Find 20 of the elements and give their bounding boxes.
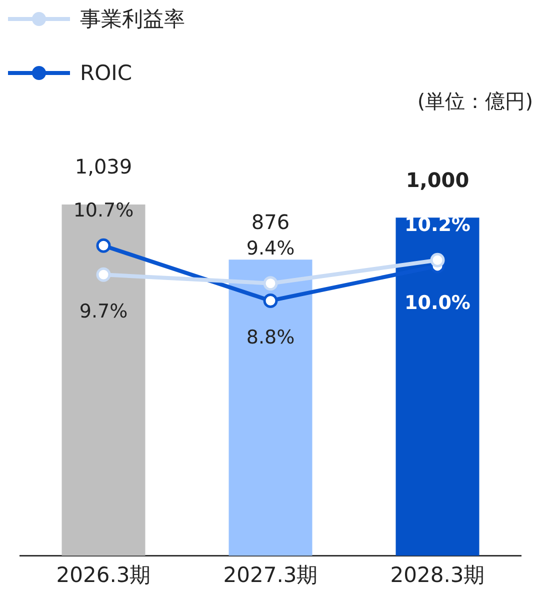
data-label: 8.8% [246, 326, 295, 349]
point [263, 276, 278, 291]
point [263, 293, 278, 308]
point [96, 238, 111, 253]
data-label: 9.4% [246, 237, 295, 260]
text: (単位：億円) [417, 88, 533, 115]
x-tick-label: 2027.3期 [223, 562, 318, 587]
data-label: 9.7% [79, 300, 128, 323]
data-label: 1,000 [406, 168, 470, 192]
data-label: 10.2% [404, 214, 470, 236]
data-label: 10.7% [73, 200, 134, 222]
point [96, 267, 111, 282]
x-tick-label: 2026.3期 [56, 562, 151, 587]
x-tick-label: 2028.3期 [390, 562, 485, 587]
data-label: 10.0% [404, 292, 470, 314]
legend-label: 事業利益率 [80, 6, 185, 33]
point [430, 252, 445, 268]
data-label: 876 [251, 210, 290, 234]
legend-label: ROIC [80, 61, 132, 85]
data-label: 1,039 [74, 154, 132, 179]
